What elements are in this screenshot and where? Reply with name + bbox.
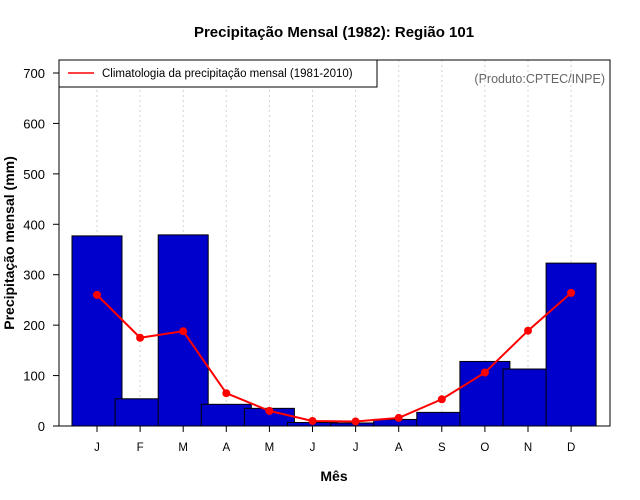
climatology-point [179, 327, 188, 336]
legend: Climatologia da precipitação mensal (198… [58, 59, 378, 88]
x-tick-label: O [480, 442, 489, 454]
x-tick-label: F [137, 442, 144, 454]
climatology-point [222, 389, 231, 398]
bar-d-11 [545, 262, 597, 427]
x-axis-label: Mês [320, 468, 347, 484]
bar-f-1 [114, 398, 166, 427]
chart-title: Precipitação Mensal (1982): Região 101 [194, 24, 474, 41]
bar-a-3 [200, 403, 252, 427]
axes: 0 100 200 300 400 500 600 700 J F M A M J J A S O N D [23, 66, 575, 454]
y-tick-label: 500 [23, 167, 45, 182]
climatology-point [567, 288, 576, 297]
bar-series [71, 234, 597, 427]
y-tick-label: 200 [23, 318, 45, 333]
y-tick-label: 0 [38, 419, 45, 434]
bar-s-8 [416, 411, 468, 427]
bar-j-0 [71, 235, 123, 427]
bar-n-10 [502, 368, 554, 427]
climatology-point [136, 333, 145, 342]
x-tick-label: J [353, 442, 359, 454]
x-tick-label: M [178, 442, 188, 454]
climatology-line [96, 292, 572, 423]
y-tick-label: 100 [23, 369, 45, 384]
y-tick-label: 700 [23, 66, 45, 81]
climatology-point [437, 395, 446, 404]
x-tick-label: A [222, 442, 230, 454]
climatology-point [524, 326, 532, 335]
legend-box [58, 59, 378, 88]
x-tick-label: A [395, 442, 403, 454]
climatology-point [480, 368, 489, 377]
legend-entry: Climatologia da precipitação mensal (198… [102, 68, 353, 80]
x-tick-label: J [310, 442, 316, 454]
climatology-point [351, 417, 360, 426]
x-tick-label: N [524, 442, 532, 454]
climatology-point [308, 416, 317, 425]
y-tick-label: 400 [23, 217, 45, 232]
climatology-point [265, 406, 274, 415]
x-tick-label: J [94, 442, 100, 454]
climatology-point [93, 290, 101, 299]
y-tick-label: 600 [23, 116, 45, 131]
y-axis-label: Precipitação mensal (mm) [1, 156, 17, 330]
source-annotation: (Produto:CPTEC/INPE) [474, 72, 605, 86]
x-tick-label: M [265, 442, 275, 454]
x-tick-label: D [567, 442, 575, 454]
climatology-point [394, 413, 403, 422]
climatology-series [93, 288, 576, 426]
grid-lines [96, 60, 572, 426]
x-tick-label: S [438, 442, 446, 454]
y-tick-label: 300 [23, 268, 45, 283]
